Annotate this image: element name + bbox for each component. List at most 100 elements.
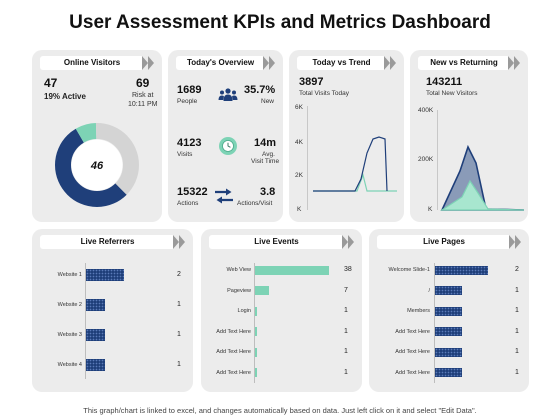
row-value: 1 bbox=[515, 327, 519, 335]
axis-line bbox=[434, 263, 435, 383]
y-tick-label: 400K bbox=[418, 107, 434, 114]
bar bbox=[255, 286, 269, 295]
new-label: New bbox=[261, 98, 275, 105]
donut-center-value: 46 bbox=[90, 160, 104, 172]
card-heading: Live Pages bbox=[377, 235, 511, 249]
visits-label: Visits bbox=[177, 151, 193, 158]
bar bbox=[255, 265, 329, 275]
bar bbox=[435, 265, 488, 275]
actions-value: 15322 bbox=[177, 186, 208, 198]
card-heading: Online Visitors bbox=[40, 56, 144, 70]
total-visits-label: Total Visits Today bbox=[299, 90, 349, 97]
actions-per-visit-label: Actions/Visit bbox=[237, 200, 273, 207]
chevron-icon bbox=[390, 56, 396, 70]
row-value: 1 bbox=[177, 331, 181, 338]
bar bbox=[255, 306, 257, 316]
axis-line bbox=[254, 263, 255, 383]
y-axis-line bbox=[437, 110, 438, 210]
row-value: 2 bbox=[177, 271, 181, 278]
today-vs-trend-card: Today vs Trend 3897 Total Visits Today 6… bbox=[289, 50, 404, 222]
row-value: 1 bbox=[344, 368, 348, 376]
row-label: Welcome Slide-1 bbox=[388, 267, 430, 273]
chevron-icon bbox=[142, 56, 148, 70]
chevron-icon bbox=[342, 235, 348, 249]
row-label: Web View bbox=[226, 267, 251, 273]
row-label: Website 4 bbox=[57, 362, 82, 368]
visitors-donut-chart: 46 bbox=[54, 123, 139, 207]
row-value: 1 bbox=[344, 327, 348, 335]
chevron-icon bbox=[173, 235, 179, 249]
card-heading: Today's Overview bbox=[176, 56, 265, 70]
axis-line bbox=[85, 263, 86, 379]
row-label: Website 2 bbox=[57, 302, 82, 308]
chevron-icon bbox=[179, 235, 185, 249]
total-new-visitors-value: 143211 bbox=[426, 76, 463, 88]
people-value: 1689 bbox=[177, 84, 202, 96]
row-label: Add Text Here bbox=[216, 369, 251, 376]
chevron-icon bbox=[269, 56, 275, 70]
card-heading: Live Referrers bbox=[40, 235, 175, 249]
new-vs-returning-area-chart bbox=[439, 144, 525, 211]
row-value: 38 bbox=[344, 266, 352, 273]
total-visits-value: 3897 bbox=[299, 76, 324, 88]
row-label: Pageview bbox=[227, 287, 251, 294]
active-percent: 19% Active bbox=[44, 92, 86, 101]
chevron-icon bbox=[515, 235, 521, 249]
row-value: 1 bbox=[177, 301, 181, 308]
row-label: Login bbox=[237, 308, 251, 314]
bar bbox=[435, 306, 462, 316]
todays-overview-card: Today's Overview 1689 People 35.7% New 4… bbox=[168, 50, 283, 222]
visitor-count: 47 bbox=[44, 76, 58, 90]
bar bbox=[255, 347, 257, 357]
row-value: 2 bbox=[515, 266, 519, 273]
bar bbox=[86, 329, 105, 341]
swap-arrows-icon bbox=[215, 188, 233, 204]
risk-label: Risk at bbox=[132, 92, 154, 99]
trend-line-chart bbox=[313, 136, 397, 192]
bar bbox=[435, 286, 462, 295]
bar bbox=[86, 299, 105, 311]
risk-value: 69 bbox=[136, 76, 150, 90]
total-new-visitors-label: Total New Visitors bbox=[426, 90, 478, 97]
live-events-card: Live Events Web View 38 Pageview 7 Login 1 Add… bbox=[201, 229, 362, 392]
row-value: 1 bbox=[515, 286, 519, 294]
row-value: 1 bbox=[515, 368, 519, 376]
footer-note: This graph/chart is linked to excel, and… bbox=[83, 406, 477, 415]
chevron-icon bbox=[509, 235, 515, 249]
row-label: Add Text Here bbox=[216, 349, 251, 355]
row-value: 1 bbox=[515, 348, 519, 355]
donut-hole bbox=[71, 139, 123, 191]
visit-time-value: 14m bbox=[254, 137, 277, 149]
chevron-icon bbox=[148, 56, 154, 70]
y-tick-label: 4K bbox=[295, 139, 303, 146]
row-label: Website 1 bbox=[57, 272, 82, 278]
bar bbox=[255, 327, 257, 336]
y-tick-label: 6K bbox=[295, 104, 303, 111]
y-axis-line bbox=[307, 106, 308, 210]
bar bbox=[255, 368, 257, 377]
bar bbox=[435, 368, 462, 377]
row-label: / bbox=[428, 287, 430, 294]
visits-value: 4123 bbox=[177, 137, 202, 149]
visit-time-label-avg: Avg. bbox=[262, 151, 275, 158]
y-tick-label: 2K bbox=[295, 172, 303, 179]
row-label: Add Text Here bbox=[395, 369, 430, 376]
visit-time-label: Visit Time bbox=[251, 158, 280, 165]
row-label: Add Text Here bbox=[216, 328, 251, 335]
y-tick-label: K bbox=[428, 206, 433, 213]
donut-segment-grey bbox=[54, 123, 139, 207]
risk-time: 10:11 PM bbox=[128, 101, 158, 108]
today-series-line bbox=[313, 136, 388, 192]
new-series-area bbox=[439, 179, 525, 211]
online-visitors-card: Online Visitors 47 19% Active 69 Risk at… bbox=[32, 50, 162, 222]
card-heading: New vs Returning bbox=[418, 56, 510, 70]
bar bbox=[435, 327, 462, 336]
people-icon bbox=[218, 88, 238, 101]
bar bbox=[86, 359, 105, 371]
clock-icon bbox=[219, 137, 237, 155]
actions-label: Actions bbox=[177, 200, 199, 207]
row-value: 1 bbox=[344, 348, 348, 355]
card-heading: Live Events bbox=[209, 235, 344, 249]
people-label: People bbox=[177, 98, 198, 105]
row-value: 1 bbox=[344, 307, 348, 314]
